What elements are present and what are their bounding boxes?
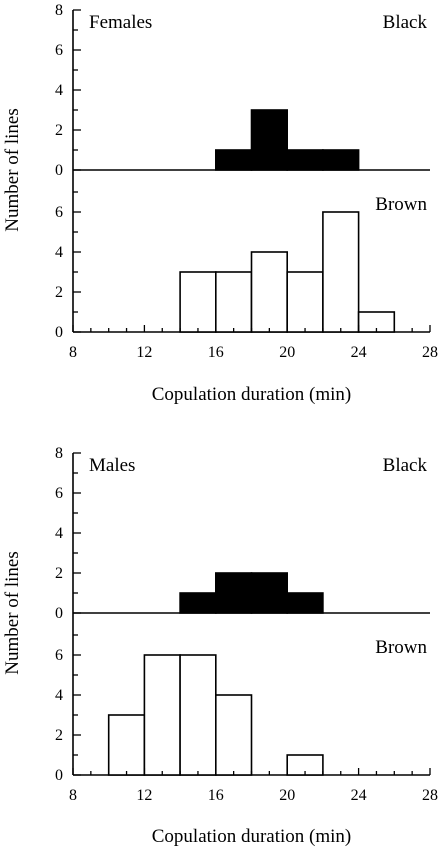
series-label-black: Black: [383, 455, 428, 476]
histogram-bar-brown: [215, 694, 253, 776]
y-tick-label: 0: [55, 324, 63, 341]
histogram-bar-black: [250, 572, 289, 614]
histogram-bar-black: [322, 149, 360, 171]
series-label-brown: Brown: [375, 637, 427, 658]
x-tick-label: 20: [279, 787, 295, 804]
histogram-bar-black: [286, 592, 324, 614]
y-tick-label: 2: [55, 727, 63, 744]
y-tick-label: 2: [55, 284, 63, 301]
y-tick-label: 6: [55, 485, 63, 502]
histogram-bar-black: [215, 572, 253, 614]
histogram-bar-brown: [322, 211, 360, 333]
x-tick-label: 28: [422, 787, 438, 804]
histogram-bar-black: [215, 149, 253, 171]
y-tick-label: 0: [55, 162, 63, 179]
x-tick-label: 16: [208, 344, 224, 361]
y-tick-label: 4: [55, 82, 63, 99]
histogram-bar-brown: [143, 654, 181, 776]
x-tick-label: 12: [136, 787, 152, 804]
x-tick-label: 8: [69, 787, 77, 804]
x-tick-label: 12: [136, 344, 152, 361]
histogram-bar-brown: [286, 271, 324, 333]
y-tick-label: 0: [55, 767, 63, 784]
y-tick-label: 2: [55, 565, 63, 582]
group-label: Females: [89, 12, 152, 33]
y-tick-label: 6: [55, 204, 63, 221]
histogram-bar-black: [179, 592, 217, 614]
x-tick-label: 20: [279, 344, 295, 361]
y-tick-label: 8: [55, 445, 63, 462]
x-tick-label: 8: [69, 344, 77, 361]
histogram-bar-brown: [179, 271, 217, 333]
histogram-bar-brown: [107, 714, 146, 776]
y-tick-label: 4: [55, 687, 63, 704]
x-tick-label: 16: [208, 787, 224, 804]
x-tick-label: 28: [422, 344, 438, 361]
y-tick-label: 6: [55, 42, 63, 59]
histogram-bar-black: [250, 109, 289, 171]
series-label-brown: Brown: [375, 194, 427, 215]
histogram-bar-black: [286, 149, 324, 171]
series-label-black: Black: [383, 12, 428, 33]
y-tick-label: 6: [55, 647, 63, 664]
y-tick-label: 2: [55, 122, 63, 139]
x-tick-label: 24: [351, 344, 367, 361]
y-tick-label: 4: [55, 525, 63, 542]
x-axis-title: Copulation duration (min): [152, 384, 351, 405]
y-tick-label: 4: [55, 244, 63, 261]
x-tick-label: 24: [351, 787, 367, 804]
histogram-bar-brown: [179, 654, 217, 776]
x-axis-title: Copulation duration (min): [152, 826, 351, 847]
y-tick-label: 8: [55, 2, 63, 19]
y-axis-title: Number of lines: [2, 551, 23, 674]
group-label: Males: [89, 455, 135, 476]
y-tick-label: 0: [55, 605, 63, 622]
histogram-bar-brown: [250, 251, 289, 333]
histogram-bar-brown: [215, 271, 253, 333]
y-axis-title: Number of lines: [2, 108, 23, 231]
